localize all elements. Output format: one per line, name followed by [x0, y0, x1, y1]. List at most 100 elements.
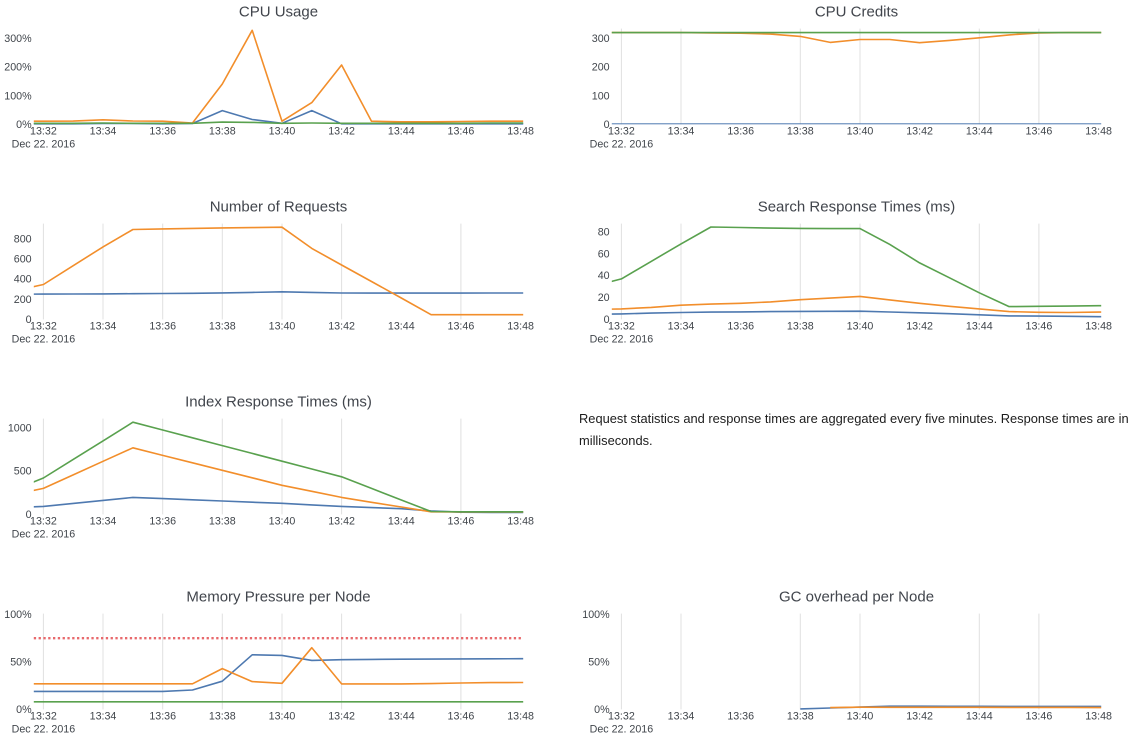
svg-text:200%: 200% [4, 62, 32, 74]
svg-text:13:34: 13:34 [90, 711, 117, 723]
svg-text:0: 0 [603, 314, 609, 326]
svg-text:13:36: 13:36 [149, 516, 176, 528]
svg-text:Search Response Times (ms): Search Response Times (ms) [757, 199, 955, 216]
svg-text:13:48: 13:48 [507, 711, 534, 723]
svg-text:13:42: 13:42 [906, 126, 933, 138]
svg-text:13:48: 13:48 [1085, 126, 1112, 138]
svg-text:13:44: 13:44 [965, 321, 992, 333]
svg-text:0%: 0% [16, 119, 32, 131]
svg-text:13:38: 13:38 [786, 711, 813, 723]
svg-text:13:32: 13:32 [608, 321, 635, 333]
svg-text:Dec 22. 2016: Dec 22. 2016 [589, 334, 653, 346]
svg-text:13:40: 13:40 [269, 321, 296, 333]
svg-text:13:38: 13:38 [209, 126, 236, 138]
svg-text:13:44: 13:44 [388, 126, 415, 138]
svg-text:13:40: 13:40 [846, 711, 873, 723]
svg-text:800: 800 [14, 233, 32, 245]
svg-text:CPU Credits: CPU Credits [814, 4, 897, 21]
svg-text:13:44: 13:44 [388, 321, 415, 333]
svg-text:13:40: 13:40 [269, 711, 296, 723]
svg-text:13:32: 13:32 [608, 126, 635, 138]
svg-text:13:46: 13:46 [1025, 711, 1052, 723]
svg-text:13:32: 13:32 [30, 516, 57, 528]
svg-text:100%: 100% [4, 90, 32, 102]
svg-text:13:32: 13:32 [30, 321, 57, 333]
svg-text:13:48: 13:48 [1085, 321, 1112, 333]
svg-text:13:48: 13:48 [507, 516, 534, 528]
svg-text:13:38: 13:38 [209, 321, 236, 333]
svg-text:300: 300 [591, 33, 609, 45]
svg-text:13:42: 13:42 [328, 321, 355, 333]
svg-text:13:46: 13:46 [448, 126, 475, 138]
svg-text:13:34: 13:34 [667, 321, 694, 333]
svg-text:13:34: 13:34 [90, 516, 117, 528]
svg-text:100%: 100% [582, 609, 610, 621]
svg-text:13:36: 13:36 [727, 321, 754, 333]
svg-text:13:36: 13:36 [727, 126, 754, 138]
svg-text:50%: 50% [10, 657, 32, 669]
svg-text:100: 100 [591, 90, 609, 102]
svg-text:Dec 22. 2016: Dec 22. 2016 [12, 334, 76, 346]
svg-text:13:42: 13:42 [906, 321, 933, 333]
svg-text:13:48: 13:48 [1085, 711, 1112, 723]
svg-text:0%: 0% [594, 704, 610, 716]
svg-text:13:34: 13:34 [667, 126, 694, 138]
svg-text:13:40: 13:40 [269, 126, 296, 138]
svg-text:13:40: 13:40 [846, 126, 873, 138]
svg-text:13:32: 13:32 [30, 711, 57, 723]
svg-text:400: 400 [14, 274, 32, 286]
svg-text:60: 60 [597, 248, 609, 260]
svg-text:0%: 0% [16, 704, 32, 716]
svg-text:13:42: 13:42 [328, 516, 355, 528]
svg-text:13:44: 13:44 [388, 711, 415, 723]
svg-text:80: 80 [597, 227, 609, 239]
svg-text:13:42: 13:42 [328, 126, 355, 138]
svg-text:Dec 22. 2016: Dec 22. 2016 [589, 724, 653, 736]
svg-text:20: 20 [597, 292, 609, 304]
svg-text:13:36: 13:36 [149, 321, 176, 333]
svg-text:Dec 22. 2016: Dec 22. 2016 [12, 724, 76, 736]
svg-text:0: 0 [26, 509, 32, 521]
svg-text:13:48: 13:48 [507, 126, 534, 138]
svg-text:13:42: 13:42 [328, 711, 355, 723]
svg-text:13:44: 13:44 [388, 516, 415, 528]
svg-text:13:40: 13:40 [269, 516, 296, 528]
svg-text:100%: 100% [4, 609, 32, 621]
svg-text:Dec 22. 2016: Dec 22. 2016 [12, 529, 76, 541]
svg-text:13:38: 13:38 [209, 516, 236, 528]
svg-text:40: 40 [597, 270, 609, 282]
svg-text:13:34: 13:34 [90, 126, 117, 138]
svg-text:13:38: 13:38 [786, 126, 813, 138]
svg-text:CPU Usage: CPU Usage [239, 4, 318, 21]
svg-text:Index Response Times (ms): Index Response Times (ms) [185, 394, 372, 411]
svg-text:13:46: 13:46 [448, 516, 475, 528]
svg-text:Number of Requests: Number of Requests [210, 199, 348, 216]
svg-text:13:48: 13:48 [507, 321, 534, 333]
svg-text:0: 0 [26, 314, 32, 326]
svg-text:13:38: 13:38 [209, 711, 236, 723]
svg-text:13:32: 13:32 [608, 711, 635, 723]
svg-text:13:46: 13:46 [448, 711, 475, 723]
svg-text:13:44: 13:44 [965, 126, 992, 138]
svg-text:13:38: 13:38 [786, 321, 813, 333]
svg-text:Memory Pressure per Node: Memory Pressure per Node [186, 589, 370, 606]
svg-text:13:42: 13:42 [906, 711, 933, 723]
svg-text:300%: 300% [4, 33, 32, 45]
svg-text:13:34: 13:34 [90, 321, 117, 333]
svg-text:1000: 1000 [8, 422, 32, 434]
svg-text:600: 600 [14, 254, 32, 266]
svg-text:13:44: 13:44 [965, 711, 992, 723]
svg-text:500: 500 [14, 466, 32, 478]
svg-text:200: 200 [591, 62, 609, 74]
svg-text:13:46: 13:46 [1025, 321, 1052, 333]
svg-text:13:32: 13:32 [30, 126, 57, 138]
svg-text:13:46: 13:46 [1025, 126, 1052, 138]
svg-text:Dec 22. 2016: Dec 22. 2016 [589, 139, 653, 151]
svg-text:13:36: 13:36 [149, 711, 176, 723]
svg-text:13:36: 13:36 [149, 126, 176, 138]
svg-text:200: 200 [14, 294, 32, 306]
svg-text:13:34: 13:34 [667, 711, 694, 723]
svg-text:13:46: 13:46 [448, 321, 475, 333]
svg-text:13:40: 13:40 [846, 321, 873, 333]
svg-text:Dec 22. 2016: Dec 22. 2016 [12, 139, 76, 151]
